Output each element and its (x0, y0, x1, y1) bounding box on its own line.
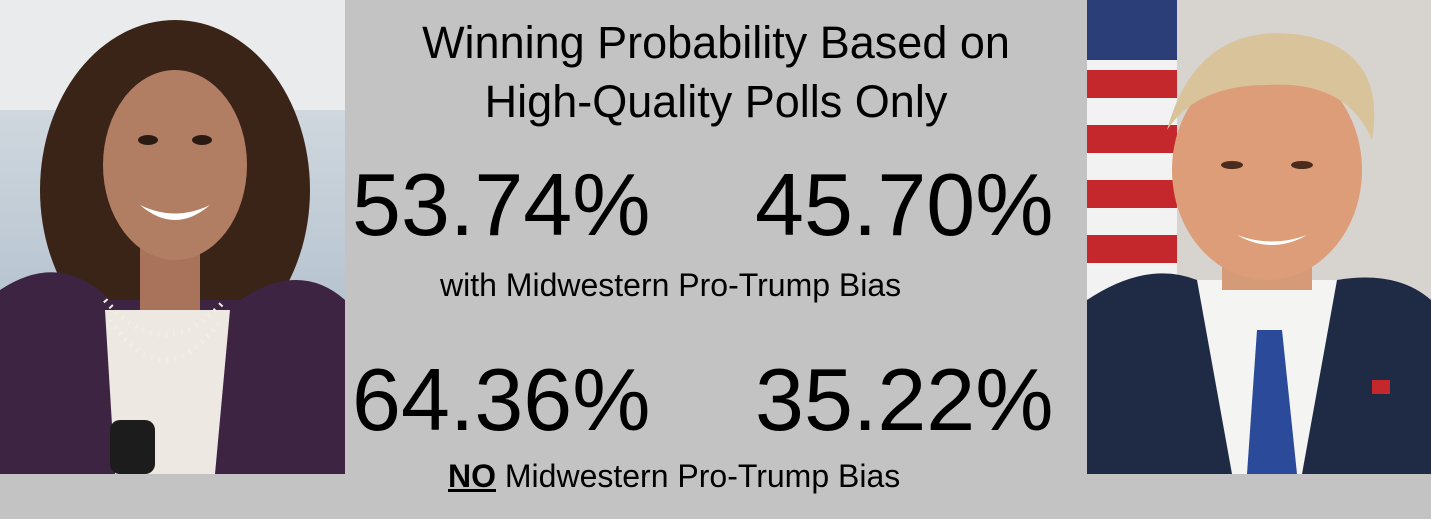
flag-icon (1087, 0, 1177, 300)
no-bias-caption: NO Midwestern Pro-Trump Bias (448, 458, 900, 494)
harris-probability-no-bias: 64.36% (352, 350, 651, 449)
flag-pin-icon (1372, 380, 1390, 394)
with-bias-caption: with Midwestern Pro-Trump Bias (440, 267, 902, 303)
title-line-1: Winning Probability Based on (422, 17, 1010, 68)
trump-probability-no-bias: 35.22% (755, 350, 1054, 449)
right-candidate-photo (1087, 0, 1431, 474)
left-portrait-illustration (0, 0, 345, 474)
right-portrait-illustration (1087, 0, 1431, 474)
trump-probability-with-bias: 45.70% (755, 155, 1054, 254)
probability-panel: Winning Probability Based on High-Qualit… (345, 0, 1087, 519)
no-bias-caption-rest: Midwestern Pro-Trump Bias (496, 458, 901, 494)
harris-probability-with-bias: 53.74% (352, 155, 651, 254)
left-candidate-photo (0, 0, 345, 474)
no-bias-caption-emphasis: NO (448, 458, 496, 494)
title-line-2: High-Quality Polls Only (484, 76, 948, 127)
